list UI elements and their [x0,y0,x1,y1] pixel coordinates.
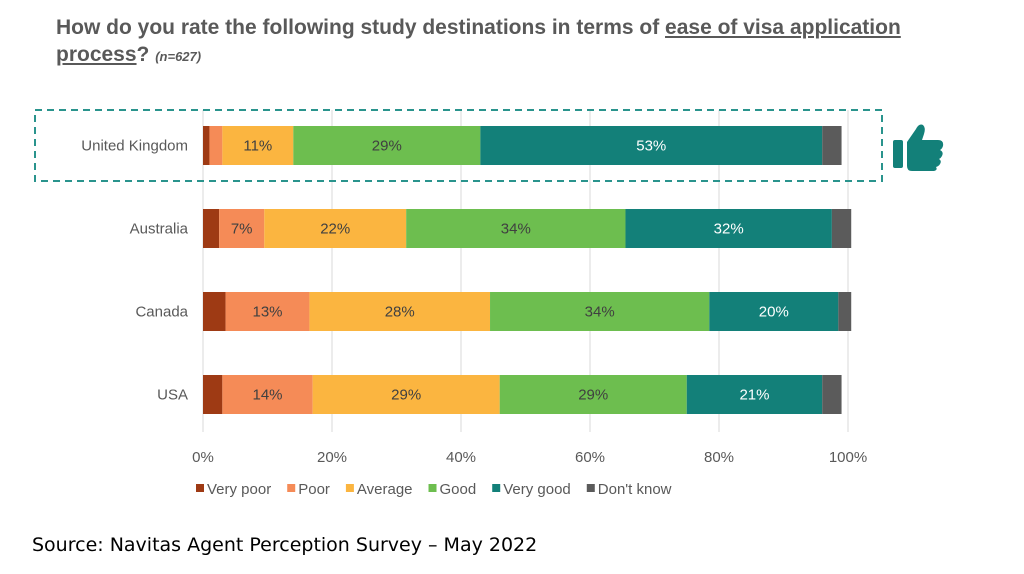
legend-swatch [345,484,354,492]
legend-swatch [492,484,501,492]
x-tick-label: 20% [317,449,347,466]
data-label: 34% [585,304,615,321]
data-label: 7% [231,221,253,238]
legend-label: Very good [503,481,571,498]
legend-swatch [196,484,204,492]
legend-swatch [287,484,296,492]
data-label: 22% [320,221,350,238]
data-label: 32% [714,221,744,238]
bar-segment [822,375,842,414]
data-label: 53% [636,138,666,155]
data-label: 13% [252,304,282,321]
data-label: 34% [501,221,531,238]
title-question-mark: ? [136,43,150,66]
category-label: Canada [135,304,188,321]
bar-segment [222,375,313,414]
title-underlined-2: process [56,43,137,66]
bar-segment [264,209,407,248]
bar-segment [709,292,839,331]
category-label: Australia [130,221,189,238]
bar-segment [499,375,687,414]
bar-segment [480,126,823,165]
bar-segment [203,209,220,248]
bar-segment [219,209,265,248]
legend-label: Average [357,481,413,498]
data-label: 29% [372,138,402,155]
data-label: 11% [243,138,272,155]
data-label: 29% [578,387,608,404]
legend-label: Don't know [598,481,672,498]
bar-segment [831,209,852,248]
sample-size: (n=627) [155,49,202,64]
bar-segment [406,209,626,248]
bar-segment [203,375,223,414]
legend-label: Poor [298,481,330,498]
data-label: 14% [252,387,282,404]
bar-segment [686,375,823,414]
data-label: 28% [385,304,415,321]
bar-segment [312,375,500,414]
data-label: 21% [739,387,769,404]
legend-label: Very poor [207,481,271,498]
bar-segment [222,126,294,165]
x-tick-label: 40% [446,449,476,466]
bar-segment [203,126,210,165]
bar-segment [309,292,491,331]
highlight-box [34,109,883,182]
bar-segment [625,209,832,248]
legend-swatch [586,484,595,492]
category-label: USA [157,387,188,404]
category-label: United Kingdom [81,138,188,155]
x-tick-label: 0% [192,449,214,466]
x-tick-label: 80% [704,449,734,466]
bar-segment [490,292,710,331]
bar-segment [293,126,481,165]
bar-segment [822,126,842,165]
bar-segment [203,292,226,331]
x-tick-label: 100% [829,449,867,466]
title-text: How do you rate the following study dest… [56,16,666,39]
chart-title: How do you rate the following study dest… [56,14,936,70]
data-label: 29% [391,387,421,404]
title-underlined-1: ease of visa application [665,16,901,39]
bar-segment [225,292,310,331]
legend-label: Good [440,481,477,498]
stacked-bar-chart: 0% 20% 40% 60% 80% 100% United Kingdom 11% 29% 53… [34,109,883,498]
legend-swatch [428,484,437,492]
thumbs-up-icon [893,124,944,171]
x-tick-label: 60% [575,449,605,466]
bar-segment [838,292,852,331]
bar-segment [209,126,223,165]
source-note: Source: Navitas Agent Perception Survey … [32,534,538,556]
data-label: 20% [759,304,789,321]
